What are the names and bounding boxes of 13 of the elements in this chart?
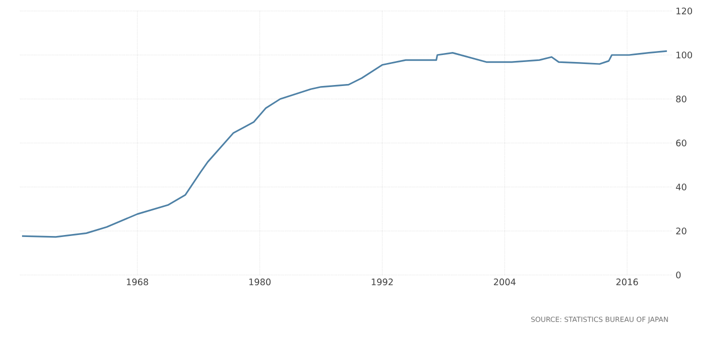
x-tick-label: 2004 (494, 278, 516, 286)
line-series (21, 50, 668, 238)
y-tick-label: 120 (676, 8, 692, 14)
y-tick-label: 100 (676, 52, 692, 58)
x-tick-label: 1980 (249, 278, 271, 286)
y-tick-label: 0 (676, 272, 681, 278)
x-tick-label: 2016 (616, 278, 638, 286)
x-tick-label: 1992 (372, 278, 393, 286)
x-tick-label: 1968 (126, 278, 148, 286)
y-tick-label: 40 (676, 184, 686, 190)
y-tick-label: 80 (676, 96, 686, 102)
y-tick-label: 20 (676, 228, 686, 234)
y-tick-label: 60 (676, 140, 686, 146)
